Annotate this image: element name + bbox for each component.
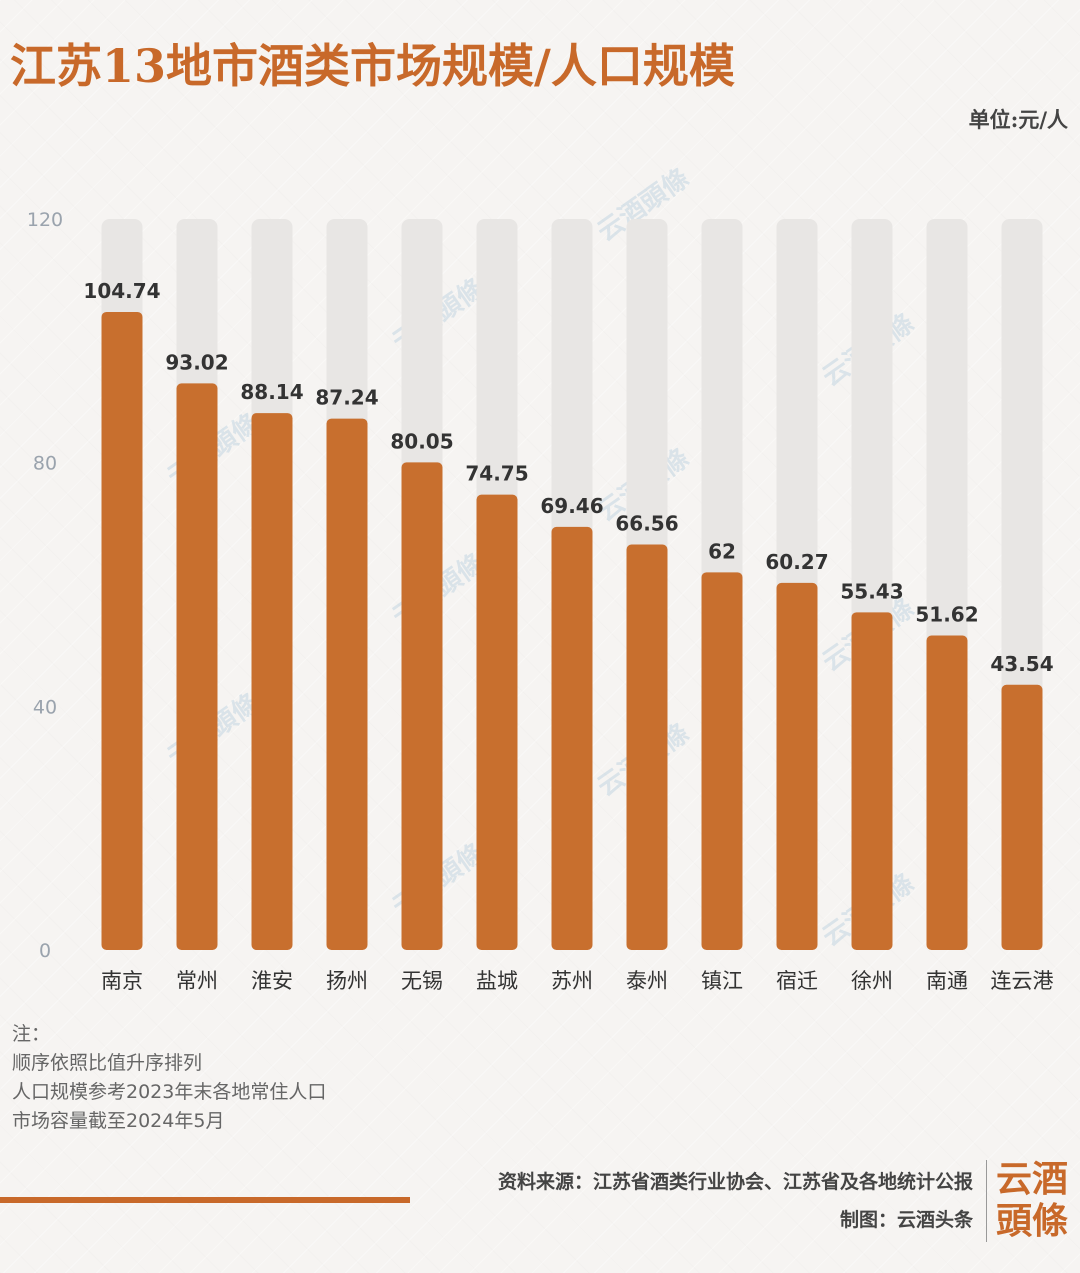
x-tick-label: 无锡 — [401, 969, 443, 993]
bar — [626, 544, 668, 950]
x-tick-label: 常州 — [176, 969, 218, 993]
logo-line: 云酒 — [996, 1158, 1069, 1200]
bar — [251, 413, 293, 950]
x-tick-label: 连云港 — [991, 969, 1054, 993]
notes-line: 市场容量截至2024年5月 — [12, 1110, 225, 1132]
value-label: 69.46 — [540, 494, 603, 518]
value-label: 43.54 — [990, 652, 1053, 676]
value-label: 66.56 — [615, 512, 678, 536]
bar — [176, 383, 218, 951]
x-tick-label: 淮安 — [251, 969, 293, 993]
value-label: 80.05 — [390, 429, 453, 453]
notes-heading: 注： — [12, 1023, 51, 1045]
x-tick-label: 南通 — [926, 969, 968, 993]
bottom-accent-rule — [0, 1197, 410, 1203]
notes-line: 人口规模参考2023年末各地常住人口 — [12, 1081, 327, 1103]
bar — [1001, 684, 1043, 950]
divider — [986, 1160, 987, 1242]
y-tick-label: 120 — [27, 209, 63, 231]
value-label: 104.74 — [83, 279, 160, 303]
x-tick-label: 扬州 — [326, 969, 368, 993]
value-label: 87.24 — [315, 386, 378, 410]
value-label: 88.14 — [240, 380, 303, 404]
x-tick-label: 镇江 — [701, 969, 743, 993]
bar — [401, 462, 443, 950]
source-block: 资料来源：江苏省酒类行业协会、江苏省及各地统计公报 制图：云酒头条 — [498, 1163, 973, 1239]
bar — [326, 418, 368, 950]
bar — [926, 635, 968, 950]
logo-line: 頭條 — [996, 1200, 1069, 1242]
brand-logo: 云酒 頭條 — [996, 1158, 1068, 1242]
bar — [701, 572, 743, 950]
x-tick-label: 徐州 — [851, 969, 893, 993]
value-label: 55.43 — [840, 579, 903, 603]
value-label: 74.75 — [465, 462, 528, 486]
bar — [776, 582, 818, 950]
bar — [476, 494, 518, 950]
x-tick-label: 苏州 — [551, 969, 593, 993]
x-tick-label: 南京 — [101, 969, 143, 993]
x-tick-label: 泰州 — [626, 969, 668, 993]
value-label: 93.02 — [165, 350, 228, 374]
x-tick-label: 盐城 — [476, 969, 518, 993]
unit-label: 单位:元/人 — [968, 107, 1068, 132]
bar — [851, 612, 893, 950]
source-text: 资料来源：江苏省酒类行业协会、江苏省及各地统计公报 — [497, 1171, 973, 1193]
credit-text: 制图：云酒头条 — [839, 1209, 973, 1231]
x-tick-label: 宿迁 — [776, 969, 818, 993]
notes-line: 顺序依照比值升序排列 — [12, 1052, 203, 1074]
value-label: 62 — [708, 539, 736, 563]
y-tick-label: 80 — [33, 453, 57, 475]
bar-chart: 0 40 80 120 104.74 南京 93.02 常州 88.14 淮安 87.24 扬州 80.… — [27, 209, 1054, 993]
bar — [551, 526, 593, 950]
value-label: 51.62 — [915, 603, 978, 627]
chart-title: 江苏13地市酒类市场规模/人口规模 — [10, 39, 735, 93]
notes: 注： 顺序依照比值升序排列 人口规模参考2023年末各地常住人口 市场容量截至2… — [12, 1020, 326, 1136]
y-tick-label: 40 — [33, 696, 57, 718]
bar — [101, 311, 143, 950]
value-label: 60.27 — [765, 550, 828, 574]
y-tick-label: 0 — [39, 940, 51, 962]
